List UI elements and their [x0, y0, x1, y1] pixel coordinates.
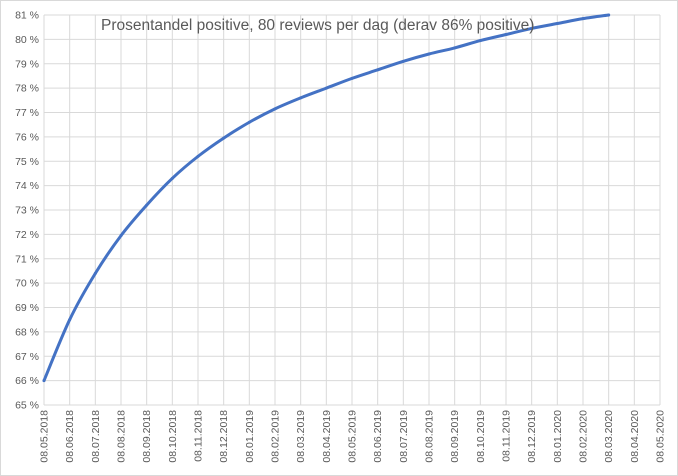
series-point	[555, 22, 559, 26]
x-tick-label: 08.07.2019	[398, 410, 410, 463]
y-tick-label: 74 %	[15, 180, 39, 192]
chart-title: Prosentandel positive, 80 reviews per da…	[101, 17, 534, 34]
y-tick-label: 75 %	[15, 156, 39, 168]
series-point	[93, 271, 97, 275]
y-tick-label: 69 %	[15, 302, 39, 314]
x-tick-label: 08.01.2019	[244, 410, 256, 463]
series-point	[427, 52, 431, 56]
y-tick-label: 67 %	[15, 351, 39, 363]
x-tick-label: 08.08.2018	[116, 410, 128, 463]
series-point	[401, 59, 405, 63]
x-tick-label: 08.05.2019	[347, 410, 359, 463]
x-tick-label: 08.07.2018	[90, 410, 102, 463]
series-point	[170, 176, 174, 180]
x-tick-label: 08.05.2018	[39, 410, 51, 463]
series-point	[581, 17, 585, 21]
x-tick-label: 08.09.2019	[449, 410, 461, 463]
x-tick-label: 08.11.2018	[193, 410, 205, 462]
series-point	[247, 120, 251, 124]
x-tick-label: 08.05.2020	[655, 410, 667, 463]
x-tick-label: 08.06.2019	[372, 410, 384, 463]
y-tick-label: 65 %	[15, 400, 39, 412]
x-tick-label: 08.12.2019	[526, 410, 538, 463]
x-tick-label: 08.03.2020	[603, 410, 615, 463]
series-point	[350, 76, 354, 80]
x-tick-label: 08.11.2019	[501, 410, 513, 462]
series-layer	[42, 13, 611, 383]
series-point	[530, 26, 534, 30]
series-point	[42, 379, 46, 383]
y-tick-label: 71 %	[15, 253, 39, 265]
series-point	[196, 154, 200, 158]
grid-lines	[43, 14, 661, 406]
y-tick-label: 76 %	[15, 131, 39, 143]
x-tick-label: 08.02.2020	[578, 410, 590, 463]
x-axis-tick-labels: 08.05.2018 08.06.2018 08.07.2018 08.08.2018…	[39, 410, 667, 463]
series-point	[478, 39, 482, 43]
series-point	[504, 33, 508, 36]
y-tick-label: 79 %	[15, 58, 39, 70]
x-tick-label: 08.01.2020	[552, 410, 564, 463]
series-point	[324, 86, 328, 90]
series-point	[299, 96, 303, 100]
series-point	[453, 46, 457, 50]
x-tick-label: 08.04.2020	[629, 410, 641, 463]
series-point	[119, 234, 123, 238]
y-tick-label: 80 %	[15, 34, 39, 46]
y-tick-label: 77 %	[15, 107, 39, 119]
series-point	[376, 68, 380, 72]
x-tick-label: 08.08.2019	[424, 410, 436, 463]
series-point	[68, 318, 72, 322]
y-tick-label: 73 %	[15, 205, 39, 217]
y-tick-label: 66 %	[15, 375, 39, 387]
x-tick-label: 08.10.2018	[167, 410, 179, 463]
x-tick-label: 08.12.2018	[218, 410, 230, 463]
y-tick-label: 78 %	[15, 83, 39, 95]
y-axis-tick-labels: 65 % 66 % 67 % 68 % 69 % 70 % 71 % 72 % 73 % 74 %…	[15, 10, 39, 412]
x-tick-label: 08.06.2018	[64, 410, 76, 463]
series-point	[222, 136, 226, 140]
x-tick-label: 08.09.2018	[141, 410, 153, 463]
y-tick-label: 72 %	[15, 229, 39, 241]
y-tick-label: 68 %	[15, 326, 39, 338]
x-tick-label: 08.04.2019	[321, 410, 333, 463]
series-point	[145, 203, 149, 207]
y-tick-label: 81 %	[15, 10, 39, 22]
series-point	[607, 13, 611, 17]
x-tick-label: 08.10.2019	[475, 410, 487, 463]
series-point	[273, 107, 277, 111]
x-tick-label: 08.03.2019	[295, 410, 307, 463]
y-tick-label: 70 %	[15, 278, 39, 290]
x-tick-label: 08.02.2019	[270, 410, 282, 463]
